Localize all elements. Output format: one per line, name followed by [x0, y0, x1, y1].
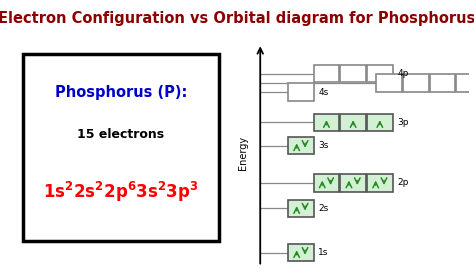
Bar [340, 65, 366, 82]
Bar [288, 137, 314, 154]
Bar [376, 74, 402, 92]
Text: Phosphorus (P):: Phosphorus (P): [55, 85, 187, 100]
Text: Electron Configuration vs Orbital diagram for Phosphorus: Electron Configuration vs Orbital diagra… [0, 11, 474, 26]
Text: 3p: 3p [397, 118, 409, 127]
Bar [367, 65, 392, 82]
Text: 4s: 4s [319, 88, 328, 97]
Text: 1s: 1s [319, 248, 328, 257]
Bar [288, 200, 314, 217]
Bar [288, 83, 314, 101]
Text: 3s: 3s [319, 141, 328, 150]
Text: 15 electrons: 15 electrons [77, 129, 164, 141]
Text: Energy: Energy [238, 136, 248, 170]
Bar [367, 114, 392, 131]
Bar [456, 74, 474, 92]
Bar [314, 114, 339, 131]
Bar [314, 65, 339, 82]
Bar [340, 174, 366, 192]
Bar [288, 244, 314, 261]
Bar [340, 114, 366, 131]
Text: 2s: 2s [319, 204, 328, 213]
Text: $\mathbf{1s^22s^22p^63s^23p^3}$: $\mathbf{1s^22s^22p^63s^23p^3}$ [43, 180, 199, 204]
Bar [367, 174, 392, 192]
Text: 2p: 2p [397, 178, 409, 187]
Bar [430, 74, 456, 92]
Text: 4p: 4p [397, 69, 409, 78]
Bar [403, 74, 428, 92]
Bar [23, 54, 219, 241]
Bar [314, 174, 339, 192]
